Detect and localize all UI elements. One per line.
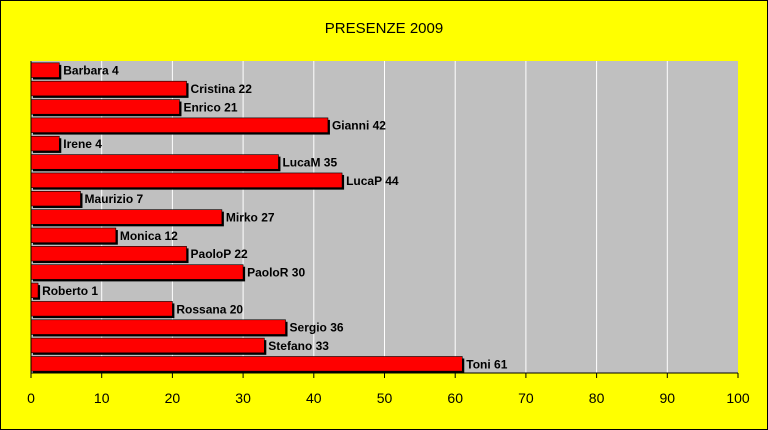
bar-sergio: [30, 319, 286, 335]
x-tick-label: 50: [377, 390, 393, 406]
bar-data-label: LucaM 35: [282, 155, 337, 169]
x-tick-label: 90: [660, 390, 676, 406]
bar-data-label: Monica 12: [120, 229, 178, 243]
bar-gianni: [30, 117, 329, 133]
bar-roberto: [30, 282, 39, 299]
bar-data-label: Rossana 20: [176, 302, 243, 316]
bar-lucam: [30, 154, 279, 170]
bar-data-label: PaoloR 30: [247, 266, 305, 280]
bar-paolop: [30, 246, 187, 262]
x-tick-label: 30: [235, 390, 251, 406]
bar-data-label: Mirko 27: [226, 211, 275, 225]
bar-data-label: Cristina 22: [191, 82, 253, 96]
bar-cristina: [30, 80, 187, 97]
bar-data-label: Stefano 33: [268, 339, 329, 353]
axis-layer: 0 10 20 30 40 50 60 70 80 90 100: [27, 61, 750, 406]
x-tick-label: 80: [589, 390, 605, 406]
bar-irene: [30, 135, 60, 152]
bar-stefano: [30, 337, 265, 354]
x-tick-label: 100: [726, 390, 750, 406]
bar-monica: [30, 227, 117, 243]
bar-data-label: Enrico 21: [183, 100, 237, 114]
bar-maurizio: [30, 191, 81, 207]
bar-data-label: Roberto 1: [42, 284, 98, 298]
x-tick-label: 70: [518, 390, 534, 406]
x-tick-label: 60: [447, 390, 463, 406]
bar-rossana: [30, 301, 173, 317]
x-tick-label: 20: [165, 390, 181, 406]
bar-enrico: [30, 99, 180, 115]
bar-data-label: Sergio 36: [290, 321, 344, 335]
bar-lucap: [30, 172, 343, 188]
x-tick-label: 0: [27, 390, 35, 406]
bar-layer: Barbara 4 Cristina 22 Enrico 21 Gianni 42 Ir…: [30, 62, 508, 374]
bar-paolor: [30, 264, 244, 280]
bar-mirko: [30, 209, 223, 225]
x-tick-label: 40: [306, 390, 322, 406]
x-tick-label: 10: [94, 390, 110, 406]
bar-data-label: Barbara 4: [63, 64, 119, 78]
bar-data-label: Gianni 42: [332, 119, 386, 133]
bar-data-label: LucaP 44: [346, 174, 399, 188]
bar-data-label: PaoloP 22: [191, 247, 248, 261]
bar-data-label: Toni 61: [466, 357, 507, 371]
bar-data-label: Irene 4: [63, 137, 102, 151]
chart-title: PRESENZE 2009: [325, 20, 443, 37]
bar-toni: [30, 356, 463, 372]
bar-barbara: [30, 62, 60, 78]
bar-data-label: Maurizio 7: [84, 192, 143, 206]
